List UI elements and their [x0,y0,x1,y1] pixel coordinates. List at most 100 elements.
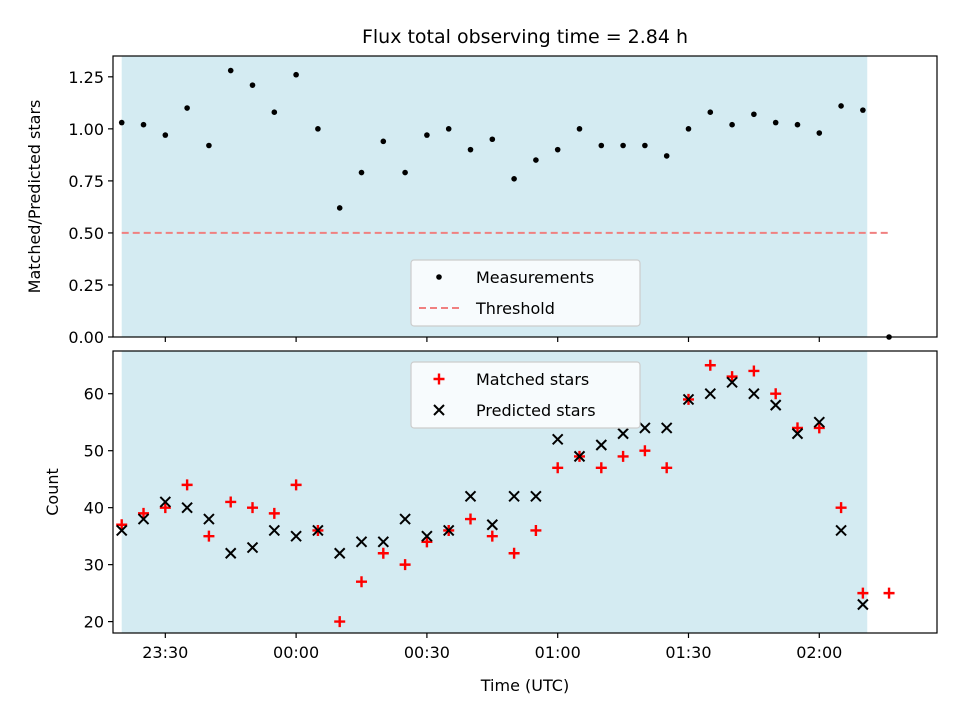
measurements-point [860,107,866,113]
measurements-point [554,146,561,153]
measurements-point [184,105,190,111]
measurements-point [576,126,583,132]
y-tick-label: 20 [84,613,104,632]
measurements-point [380,138,387,145]
measurements-point [533,157,539,163]
legend-marker [433,373,445,385]
predicted-stars-point [442,524,455,537]
y-tick-label: 0.25 [68,276,104,295]
measurements-point [336,205,343,211]
measurements-point [118,119,125,126]
matched-stars-point [356,576,368,588]
predicted-stars-point [399,513,411,525]
legend-label: Matched stars [476,370,589,389]
legend-label: Threshold [475,299,555,318]
predicted-stars-point [334,547,346,559]
predicted-stars-point [290,530,302,542]
matched-stars-point [726,371,738,383]
y-tick-label: 0.00 [68,328,104,347]
figure-title: Flux total observing time = 2.84 h [362,26,688,48]
predicted-stars-point [857,598,869,611]
y-axis-label: Matched/Predicted stars [25,100,44,294]
matched-stars-point [268,507,280,519]
matched-stars-point [508,547,520,559]
predicted-stars-point [137,513,150,525]
matched-stars-point [835,502,847,514]
x-tick-label: 01:30 [665,643,711,662]
measurements-point [162,132,169,138]
legend-box [410,361,641,429]
predicted-stars-point [726,376,738,389]
matched-stars-point [883,587,895,599]
measurements-point [751,111,757,118]
matched-stars-point [595,462,607,474]
measurements-point [249,82,256,88]
predicted-stars-point [246,541,259,554]
legend-marker [436,274,442,280]
x-tick-label: 00:00 [273,643,319,662]
measurements-point [467,146,474,153]
matched-stars-point [225,496,237,508]
predicted-stars-point [225,547,237,559]
measurements-point [729,121,735,128]
legend-label: Predicted stars [476,401,596,420]
predicted-stars-point [181,501,193,514]
matched-stars-point [813,422,825,434]
matched-stars-point [465,513,477,525]
matched-stars-point [770,388,782,400]
y-tick-label: 0.50 [68,224,104,243]
y-axis-label: Count [43,468,62,516]
measurements-point [598,142,605,149]
y-tick-label: 40 [84,499,104,518]
ratio-panel: 0.00 0.25 0.50 0.75 1.00 1.25 Matched/Predicte… [25,55,938,347]
legend-label: Measurements [476,268,594,287]
axes-frame [112,350,938,634]
predicted-stars-point [508,490,520,502]
x-tick-label: 00:30 [404,643,450,662]
measurements-point [358,169,365,176]
measurements-point [206,142,212,149]
predicted-stars-point [530,490,542,502]
predicted-stars-point [486,519,499,531]
predicted-stars-point [704,388,716,400]
measurements-point [489,136,496,143]
measurements-point [772,119,779,126]
predicted-stars-point [748,388,760,400]
predicted-stars-point [639,422,651,434]
measurements-point [140,121,147,128]
measurements-point [642,142,648,149]
predicted-stars-point [835,524,847,537]
matched-stars-point [138,507,150,519]
predicted-stars-point [355,536,368,548]
measurements-point [424,132,430,138]
predicted-stars-point [573,450,586,463]
measurements-point [227,67,234,74]
measurements-point [707,109,714,115]
matched-stars-point [159,502,171,514]
count-panel: 20 30 40 50 60 23:30 00:00 00:30 01:00 01:30 02:00… [43,350,938,695]
matched-stars-point [748,365,760,377]
matched-stars-point [247,502,259,514]
matched-stars-point [421,536,433,548]
predicted-stars-point [769,399,782,411]
predicted-stars-point [377,536,390,548]
predicted-stars-point [464,490,477,502]
measurements-point [685,126,692,132]
predicted-stars-point [791,427,804,440]
measurements-point [663,153,670,159]
x-axis-label: Time (UTC) [480,676,569,695]
predicted-stars-point [595,439,608,451]
measurements-point [838,103,844,109]
y-tick-label: 50 [84,442,104,461]
matched-stars-point [704,359,716,371]
matched-stars-point [552,462,564,474]
predicted-stars-point [203,513,215,525]
x-tick-label: 02:00 [796,643,842,662]
predicted-stars-point [813,416,825,428]
y-tick-label: 30 [84,556,104,575]
measurements-point [816,130,823,136]
measurements-point [293,71,299,78]
matched-stars-point [290,479,302,491]
axes-frame [112,55,938,338]
